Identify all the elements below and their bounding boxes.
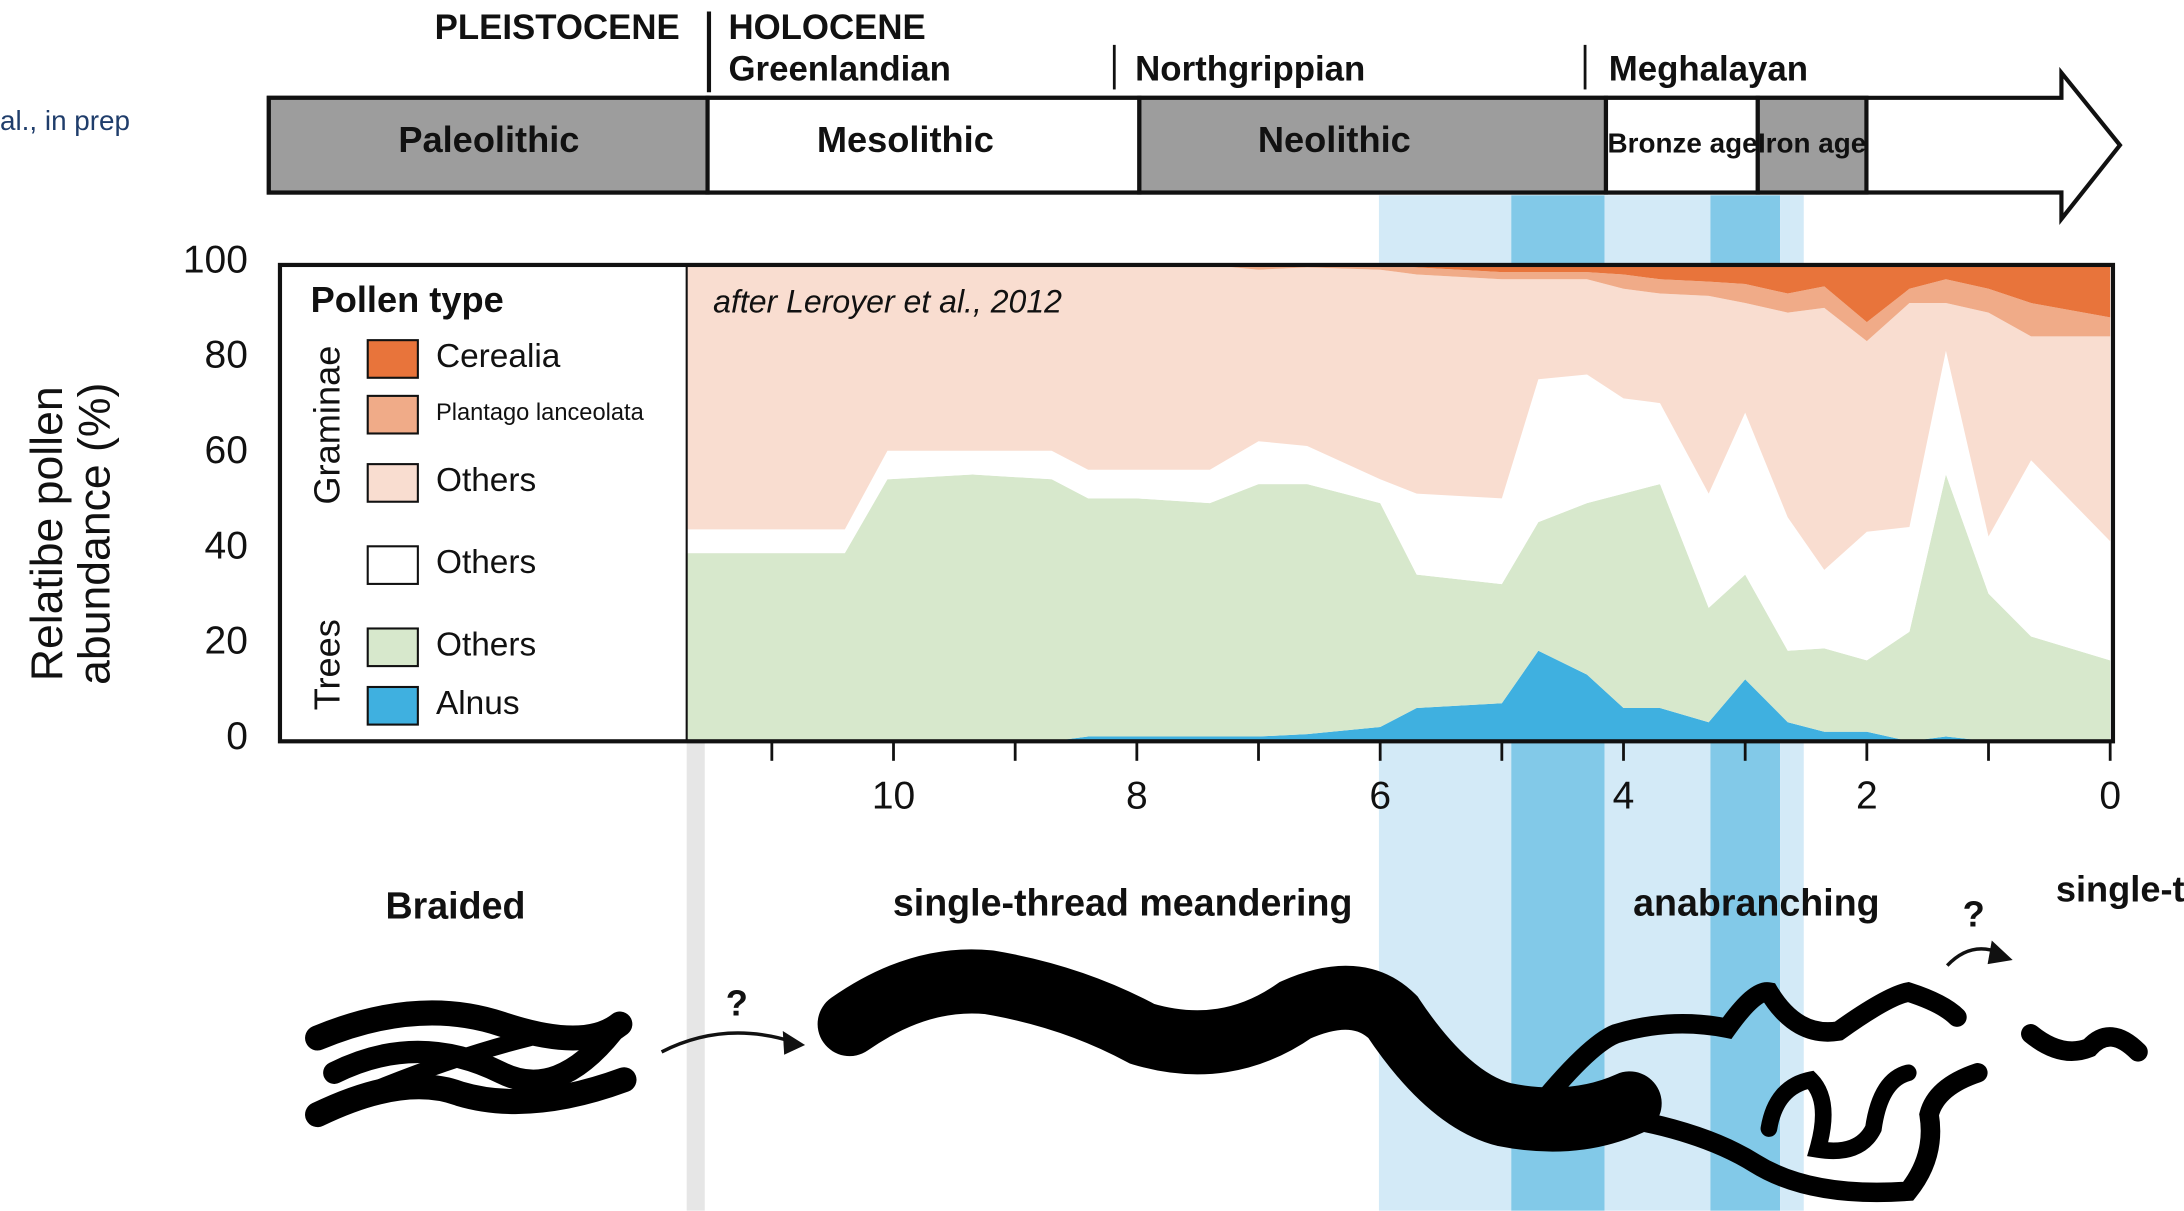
legend-swatch	[368, 628, 418, 666]
y-tick-label: 20	[205, 620, 248, 663]
river-label: single-thread meandering	[893, 882, 1353, 924]
river-label: single-thread	[2056, 868, 2184, 909]
river-sketch	[318, 981, 2138, 1192]
source-note: al., in prep	[0, 105, 130, 136]
plot: after Leroyer et al., 201202040608010010…	[183, 238, 2121, 817]
legend-swatch	[368, 340, 418, 378]
legend-label: Others	[436, 544, 536, 581]
page: {"source_note": "al., in prep", "timelin…	[0, 0, 2184, 1211]
figure: al., in prep PLEISTOCENE HOLOCENE Greenl…	[0, 0, 2184, 1211]
legend-label: Others	[436, 626, 536, 663]
annotation: after Leroyer et al., 2012	[713, 283, 1062, 319]
legend-group: Trees	[307, 619, 348, 710]
river-label: Braided	[385, 884, 525, 926]
y-axis-label: Relatibe pollen	[23, 386, 72, 681]
x-tick-label: 2	[1856, 775, 1878, 818]
y-tick-label: 100	[183, 238, 248, 281]
legend-swatch	[368, 464, 418, 502]
legend-swatch	[368, 396, 418, 434]
timeline: PLEISTOCENE HOLOCENE Greenlandian Northg…	[269, 8, 2120, 219]
legend-swatch	[368, 546, 418, 584]
legend-label: Alnus	[436, 685, 520, 722]
stage-label: Greenlandian	[728, 50, 950, 89]
legend-title: Pollen type	[311, 279, 504, 320]
x-tick-label: 6	[1369, 775, 1391, 818]
y-tick-label: 40	[205, 524, 248, 567]
river-label: anabranching	[1633, 882, 1880, 924]
arrow	[662, 1033, 794, 1052]
y-axis-label: abundance (%)	[70, 383, 119, 685]
arrow-head	[783, 1031, 805, 1055]
band-grey	[687, 741, 705, 1210]
epoch-label: HOLOCENE	[728, 8, 925, 47]
period-label: Iron age	[1758, 128, 1866, 159]
arrow-head	[1988, 940, 2013, 964]
period-label: Mesolithic	[817, 119, 994, 160]
period-label: Paleolithic	[398, 119, 579, 160]
x-tick-label: 4	[1613, 775, 1635, 818]
question-mark: ?	[726, 983, 748, 1024]
period-label: Neolithic	[1258, 119, 1411, 160]
y-tick-label: 60	[205, 429, 248, 472]
x-tick-label: 8	[1126, 775, 1148, 818]
x-tick-label: 0	[2099, 775, 2121, 818]
y-tick-label: 0	[226, 715, 248, 758]
stage-label: Northgrippian	[1135, 50, 1365, 89]
period-label: Bronze age	[1608, 128, 1758, 159]
y-tick-label: 80	[205, 334, 248, 377]
legend-swatch	[368, 687, 418, 725]
river-styles: Braided single-thread meandering anabran…	[318, 868, 2184, 1192]
epoch-label: PLEISTOCENE	[435, 8, 680, 47]
stage-label: Meghalayan	[1609, 50, 1808, 89]
legend-label: Plantago lanceolata	[436, 400, 645, 426]
question-mark: ?	[1963, 893, 1985, 934]
legend-group: Graminae	[307, 346, 348, 505]
x-tick-label: 10	[872, 775, 915, 818]
legend-label: Others	[436, 462, 536, 499]
legend-label: Cerealia	[436, 338, 561, 375]
